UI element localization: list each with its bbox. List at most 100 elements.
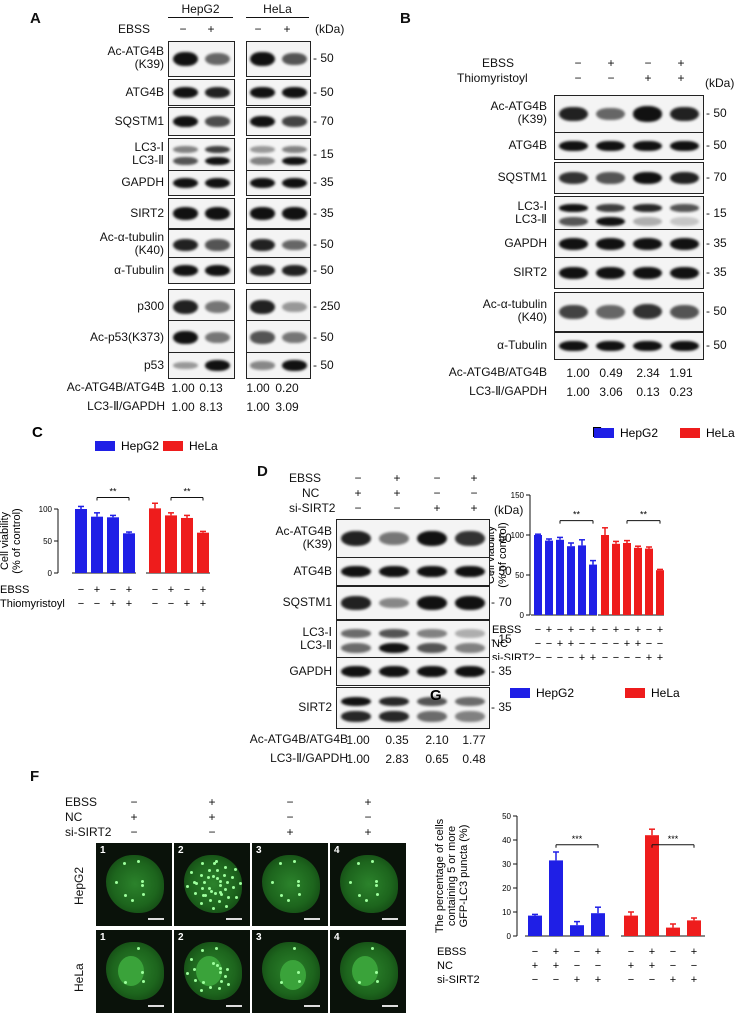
chart-c: C HepG2 HeLa 0 50 100 Cell viability(% of cont… [0,424,218,610]
y-tick-label: 0 [520,611,525,620]
gfp-lc3-punctum [208,986,212,990]
condition-sign: − [628,974,634,986]
gfp-lc3-punctum [222,874,226,878]
gfp-lc3-punctum [219,979,223,983]
blot-band [417,696,447,706]
blot-band [559,106,588,122]
blot-band [341,643,371,653]
y-tick-label: 40 [502,836,511,845]
gfp-lc3-punctum [279,981,283,985]
blot-band [281,239,307,251]
y-tick-label: 0 [48,569,53,578]
kda-marker: - 15 [706,206,727,220]
gfp-lc3-punctum [357,981,361,985]
bar [181,517,193,573]
row-label: Ac-ATG4B (K39) [275,523,332,551]
row-label: Ac-ATG4B (K39) [490,99,547,126]
legend-swatch [163,441,183,451]
blot-band [205,239,231,251]
blot-hepg2 [168,320,235,355]
bar [612,543,620,615]
gfp-lc3-punctum [216,963,220,967]
bar [656,570,664,615]
gfp-lc3-punctum [234,867,238,871]
blot-band [172,207,198,220]
cell-line-label: HepG2 [181,2,220,16]
blot-d [336,687,490,729]
blot-band [417,711,447,722]
cell-line-label: HeLa [263,2,292,16]
y-axis-label-line: GFP-LC3 puncta (%) [458,825,470,928]
blot-band [559,304,588,320]
gfp-lc3-punctum [216,876,220,880]
kda-marker: - 50 [706,138,727,152]
blot-band [281,116,307,127]
condition-sign: − [624,624,630,636]
blot-band [633,304,662,320]
condition-label: NC [65,810,83,824]
y-tick-label: 30 [502,860,511,869]
blot-band [250,265,276,276]
blot-band [633,340,662,352]
micrograph: 3 [252,930,328,1013]
bar [591,913,605,936]
scale-bar [382,1005,398,1007]
blot-band [596,238,625,250]
row-label: ATG4B [508,138,547,152]
blot-d [336,557,490,586]
gfp-lc3-punctum [286,899,290,903]
gfp-lc3-punctum [215,947,219,951]
y-tick-label: 0 [507,932,512,941]
image-number: 1 [100,845,106,856]
row-label: GAPDH [289,663,332,678]
gfp-lc3-punctum [218,880,222,884]
gfp-lc3-punctum [375,971,378,974]
condition-sign: − [628,946,634,958]
condition-sign: + [208,810,216,824]
quant-value: 8.13 [199,400,223,414]
condition-sign: − [574,56,582,70]
quant-value: 1.00 [346,733,370,747]
blot-band [633,171,662,185]
blot-band [417,565,447,578]
quant-value: 0.23 [669,385,693,399]
gfp-lc3-punctum [375,884,378,887]
blot-hela [246,257,311,284]
condition-sign: − [568,652,574,660]
kda-marker: - 70 [313,113,334,128]
blot-band [172,330,198,345]
condition-sign: − [670,960,676,972]
row-label: Ac-p53(K373) [89,329,164,344]
blot-band [205,87,231,98]
bar [589,564,597,615]
blot-band [455,696,485,706]
blot-d [336,586,490,620]
blot-band [205,360,231,371]
condition-sign: − [393,501,401,515]
y-axis-label: Cell viability(% of control) [490,522,509,587]
gfp-lc3-punctum [279,894,283,898]
condition-sign: − [354,501,362,515]
condition-sign: − [579,624,585,636]
blot-band [559,172,588,184]
condition-label: EBSS [0,584,29,596]
blot-band [455,565,485,578]
blot-hela [246,229,311,261]
blot-band [250,115,276,128]
quant-value: 3.06 [599,385,623,399]
bar [545,540,553,615]
blot-band [172,87,198,98]
gfp-lc3-punctum [214,891,218,895]
blot-band [281,207,307,220]
quant-label: LC3-Ⅱ/GAPDH [270,751,348,765]
condition-label: EBSS [482,56,515,70]
condition-sign: − [78,598,84,610]
scale-bar [148,918,164,920]
y-tick-label: 100 [39,505,53,514]
condition-sign: + [126,598,132,610]
condition-sign: − [354,471,362,485]
gfp-lc3-punctum [219,971,222,974]
condition-sign: − [286,795,294,809]
blot-hela [246,198,311,229]
image-number: 4 [334,932,340,943]
